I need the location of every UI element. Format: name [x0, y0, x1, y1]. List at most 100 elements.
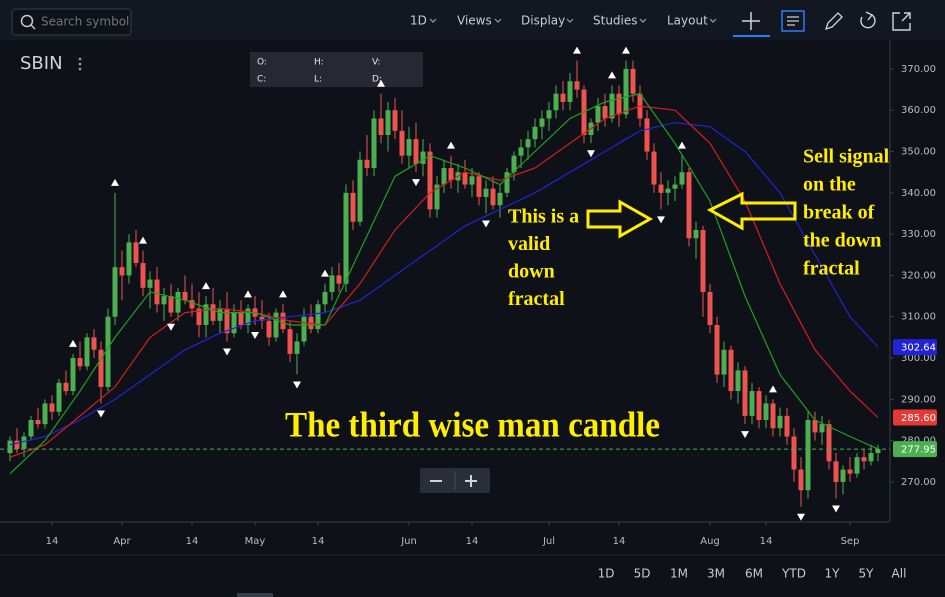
zoom-in[interactable]	[465, 475, 477, 487]
price-badge-label: 277.95	[901, 445, 936, 456]
candle-body	[553, 93, 559, 111]
down-fractal	[223, 348, 231, 356]
candle-body	[728, 349, 734, 392]
search-icon	[20, 14, 34, 28]
popout-tool[interactable]	[892, 12, 911, 31]
display-menu[interactable]: Display	[521, 14, 565, 28]
price-badge-label: 285.60	[901, 413, 936, 424]
crosshair-tool[interactable]	[742, 12, 760, 30]
candle-body	[777, 415, 783, 429]
down-fractal	[797, 513, 805, 521]
candle-body	[567, 81, 573, 102]
candle-body	[672, 184, 678, 189]
range-button[interactable]: 1M	[670, 567, 688, 581]
candle-body	[490, 188, 496, 206]
candle-body	[21, 436, 27, 449]
down-fractal	[657, 216, 665, 224]
symbol-menu[interactable]	[78, 57, 82, 71]
candle-body	[791, 436, 797, 470]
candle-body	[133, 242, 139, 264]
candle-body	[42, 403, 48, 425]
reset-tool[interactable]	[860, 14, 876, 29]
candle-body	[238, 312, 244, 325]
candle-body	[749, 391, 755, 416]
candle-body	[819, 424, 825, 433]
candle-body	[294, 341, 300, 354]
draw-tool[interactable]	[824, 12, 843, 31]
candle-body	[392, 110, 398, 131]
range-button[interactable]: YTD	[781, 567, 806, 581]
candle-body	[168, 296, 174, 313]
candle-body	[742, 370, 748, 416]
candle-body	[574, 81, 580, 90]
legend-label: C:	[257, 75, 266, 85]
notes-tool[interactable]	[781, 10, 805, 32]
candle-body	[63, 382, 69, 392]
price-badge	[893, 339, 937, 356]
interval-menu[interactable]: 1D	[410, 14, 427, 28]
up-fractal	[573, 46, 581, 54]
candle-body	[217, 308, 223, 321]
up-fractal	[244, 290, 252, 298]
candle-body	[658, 184, 664, 193]
candle-body	[7, 440, 13, 454]
y-tick-label: 320.00	[901, 270, 936, 281]
range-button[interactable]: 5Y	[859, 567, 875, 581]
up-fractal	[377, 79, 385, 87]
candle-body	[322, 291, 328, 305]
x-tick-label: Jul	[542, 536, 555, 547]
range-button[interactable]: 6M	[745, 567, 763, 581]
candle-body	[399, 130, 405, 156]
candle-body	[413, 139, 419, 164]
studies-menu[interactable]: Studies	[593, 14, 638, 28]
candle-body	[784, 415, 790, 437]
candle-body	[14, 440, 20, 449]
x-tick-label: 14	[312, 536, 325, 547]
down-fractal	[482, 220, 490, 228]
candle-body	[266, 320, 272, 338]
candle-body	[833, 461, 839, 482]
candle-body	[28, 419, 34, 437]
range-button[interactable]: 5D	[634, 567, 651, 581]
candle-body	[609, 93, 615, 119]
candle-body	[378, 118, 384, 135]
down-fractal	[832, 505, 840, 513]
candle-body	[518, 147, 524, 156]
x-tick-label: Apr	[113, 536, 131, 547]
candle-body	[224, 308, 230, 334]
x-tick-label: Aug	[700, 536, 720, 547]
y-tick-label: 360.00	[901, 105, 936, 116]
candle-body	[686, 172, 692, 239]
candle-body	[840, 469, 846, 482]
x-tick-label: Sep	[841, 536, 860, 547]
search-box[interactable]	[11, 8, 132, 36]
candle-body	[350, 192, 356, 222]
candle-body	[329, 275, 335, 292]
candle-body	[49, 403, 55, 412]
legend-label: L:	[314, 75, 322, 85]
candle-body	[182, 291, 188, 301]
candle-body	[602, 106, 608, 119]
range-button[interactable]: All	[892, 567, 907, 581]
sell-annotation: Sell signal	[803, 146, 890, 168]
candle-body	[434, 184, 440, 210]
search-placeholder[interactable]: Search symbol	[41, 15, 129, 29]
candle-body	[385, 110, 391, 135]
candle-body	[679, 172, 685, 185]
candle-body	[259, 316, 265, 321]
range-button[interactable]: 1Y	[825, 567, 841, 581]
range-button[interactable]: 1D	[598, 567, 615, 581]
range-button[interactable]: 3M	[707, 567, 725, 581]
down-fractal	[293, 381, 301, 389]
fractal-annotation: down	[508, 261, 555, 283]
candle-body	[763, 403, 769, 420]
up-fractal	[202, 282, 210, 290]
candle-body	[105, 316, 111, 387]
candle-body	[595, 106, 601, 123]
candle-body	[511, 155, 517, 173]
candle-body	[462, 172, 468, 185]
views-menu[interactable]: Views	[457, 14, 492, 28]
candle-body	[707, 291, 713, 325]
arrow-right	[586, 199, 654, 239]
layout-menu[interactable]: Layout	[667, 14, 708, 28]
